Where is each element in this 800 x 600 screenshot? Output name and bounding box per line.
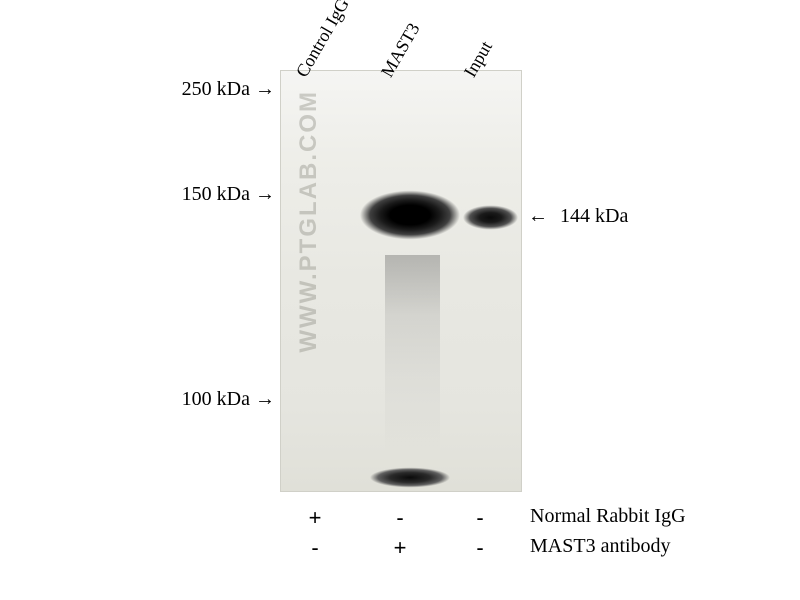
arrow-left-icon: ← bbox=[528, 205, 548, 228]
pm-r1c2: - bbox=[385, 505, 415, 531]
pm-r2c3: - bbox=[465, 535, 495, 561]
lane2-smear bbox=[385, 255, 440, 455]
mw-150-label: 150 kDa bbox=[165, 183, 250, 206]
band-input bbox=[463, 200, 518, 235]
mw-250-label: 250 kDa bbox=[165, 78, 250, 101]
watermark-text: WWW.PTGLAB.COM bbox=[295, 90, 323, 353]
band-mast3 bbox=[360, 180, 460, 250]
pm-r1c1: + bbox=[300, 505, 330, 531]
pm-r2c2: + bbox=[385, 535, 415, 561]
result-band-label: 144 kDa bbox=[560, 205, 628, 228]
pm-r1c3: - bbox=[465, 505, 495, 531]
treatment-mast3-antibody: MAST3 antibody bbox=[530, 535, 671, 558]
treatment-normal-igg: Normal Rabbit IgG bbox=[530, 505, 686, 528]
figure-container: WWW.PTGLAB.COM Control IgG MAST3 Input 2… bbox=[0, 0, 800, 600]
pm-r2c1: - bbox=[300, 535, 330, 561]
band-bottom bbox=[370, 465, 450, 490]
arrow-right-icon: → bbox=[255, 388, 275, 411]
arrow-right-icon: → bbox=[255, 183, 275, 206]
arrow-right-icon: → bbox=[255, 78, 275, 101]
mw-100-label: 100 kDa bbox=[165, 388, 250, 411]
lane-label-control: Control IgG bbox=[292, 0, 354, 81]
